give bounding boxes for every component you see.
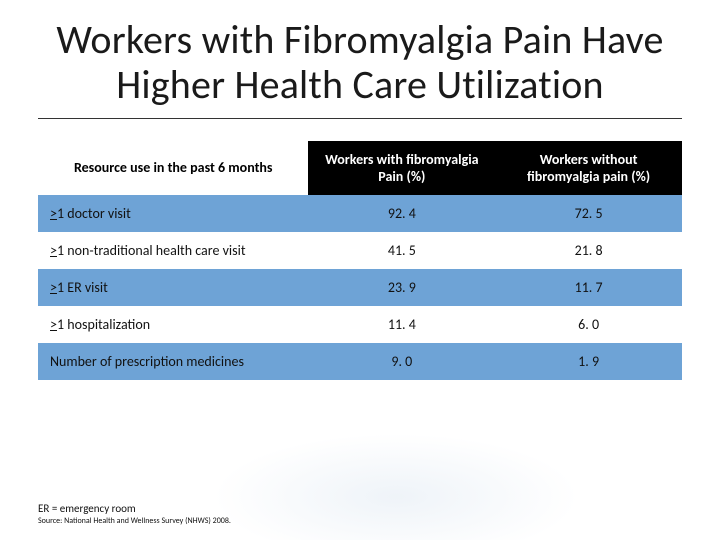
row-label: Number of prescription medicines [38,343,308,380]
footnotes: ER = emergency room Source: National Hea… [38,502,231,526]
row-value-with: 92. 4 [308,195,495,232]
table-row: >1 doctor visit92. 472. 5 [38,195,682,232]
footnote-abbrev: ER = emergency room [38,502,231,515]
title-line-1: Workers with Fibromyalgia Pain Have [56,15,663,64]
row-value-with: 41. 5 [308,232,495,269]
col-header-resource: Resource use in the past 6 months [38,141,308,195]
utilization-table: Resource use in the past 6 months Worker… [38,141,682,380]
row-value-without: 1. 9 [495,343,682,380]
row-label: >1 doctor visit [38,195,308,232]
row-value-without: 6. 0 [495,306,682,343]
row-value-without: 11. 7 [495,269,682,306]
table-header-row: Resource use in the past 6 months Worker… [38,141,682,195]
table-row: >1 non-traditional health care visit41. … [38,232,682,269]
title-underline [38,118,682,119]
table-row: Number of prescription medicines9. 01. 9 [38,343,682,380]
slide-container: Workers with Fibromyalgia Pain Have High… [0,0,720,540]
table-row: >1 hospitalization11. 46. 0 [38,306,682,343]
table-body: >1 doctor visit92. 472. 5>1 non-traditio… [38,195,682,380]
row-label: >1 non-traditional health care visit [38,232,308,269]
row-value-without: 72. 5 [495,195,682,232]
row-label: >1 hospitalization [38,306,308,343]
row-label: >1 ER visit [38,269,308,306]
table-row: >1 ER visit23. 911. 7 [38,269,682,306]
title-line-2: Higher Health Care Utilization [116,60,604,109]
slide-title: Workers with Fibromyalgia Pain Have High… [38,18,682,108]
row-value-with: 9. 0 [308,343,495,380]
col-header-with: Workers with fibromyalgia Pain (%) [308,141,495,195]
footnote-source: Source: National Health and Wellness Sur… [38,516,231,526]
col-header-without: Workers without fibromyalgia pain (%) [495,141,682,195]
row-value-without: 21. 8 [495,232,682,269]
row-value-with: 23. 9 [308,269,495,306]
row-value-with: 11. 4 [308,306,495,343]
